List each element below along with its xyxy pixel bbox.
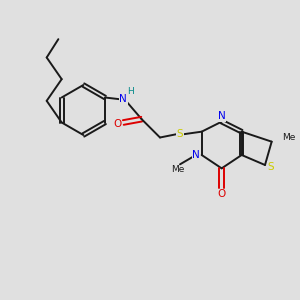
Text: H: H xyxy=(127,87,134,96)
Text: N: N xyxy=(192,150,200,160)
Text: O: O xyxy=(113,119,122,129)
Text: Me: Me xyxy=(171,165,184,174)
Text: N: N xyxy=(218,111,226,121)
Text: O: O xyxy=(218,189,226,199)
Text: N: N xyxy=(119,94,127,104)
Text: Me: Me xyxy=(282,133,296,142)
Text: S: S xyxy=(177,129,183,139)
Text: S: S xyxy=(268,162,274,172)
